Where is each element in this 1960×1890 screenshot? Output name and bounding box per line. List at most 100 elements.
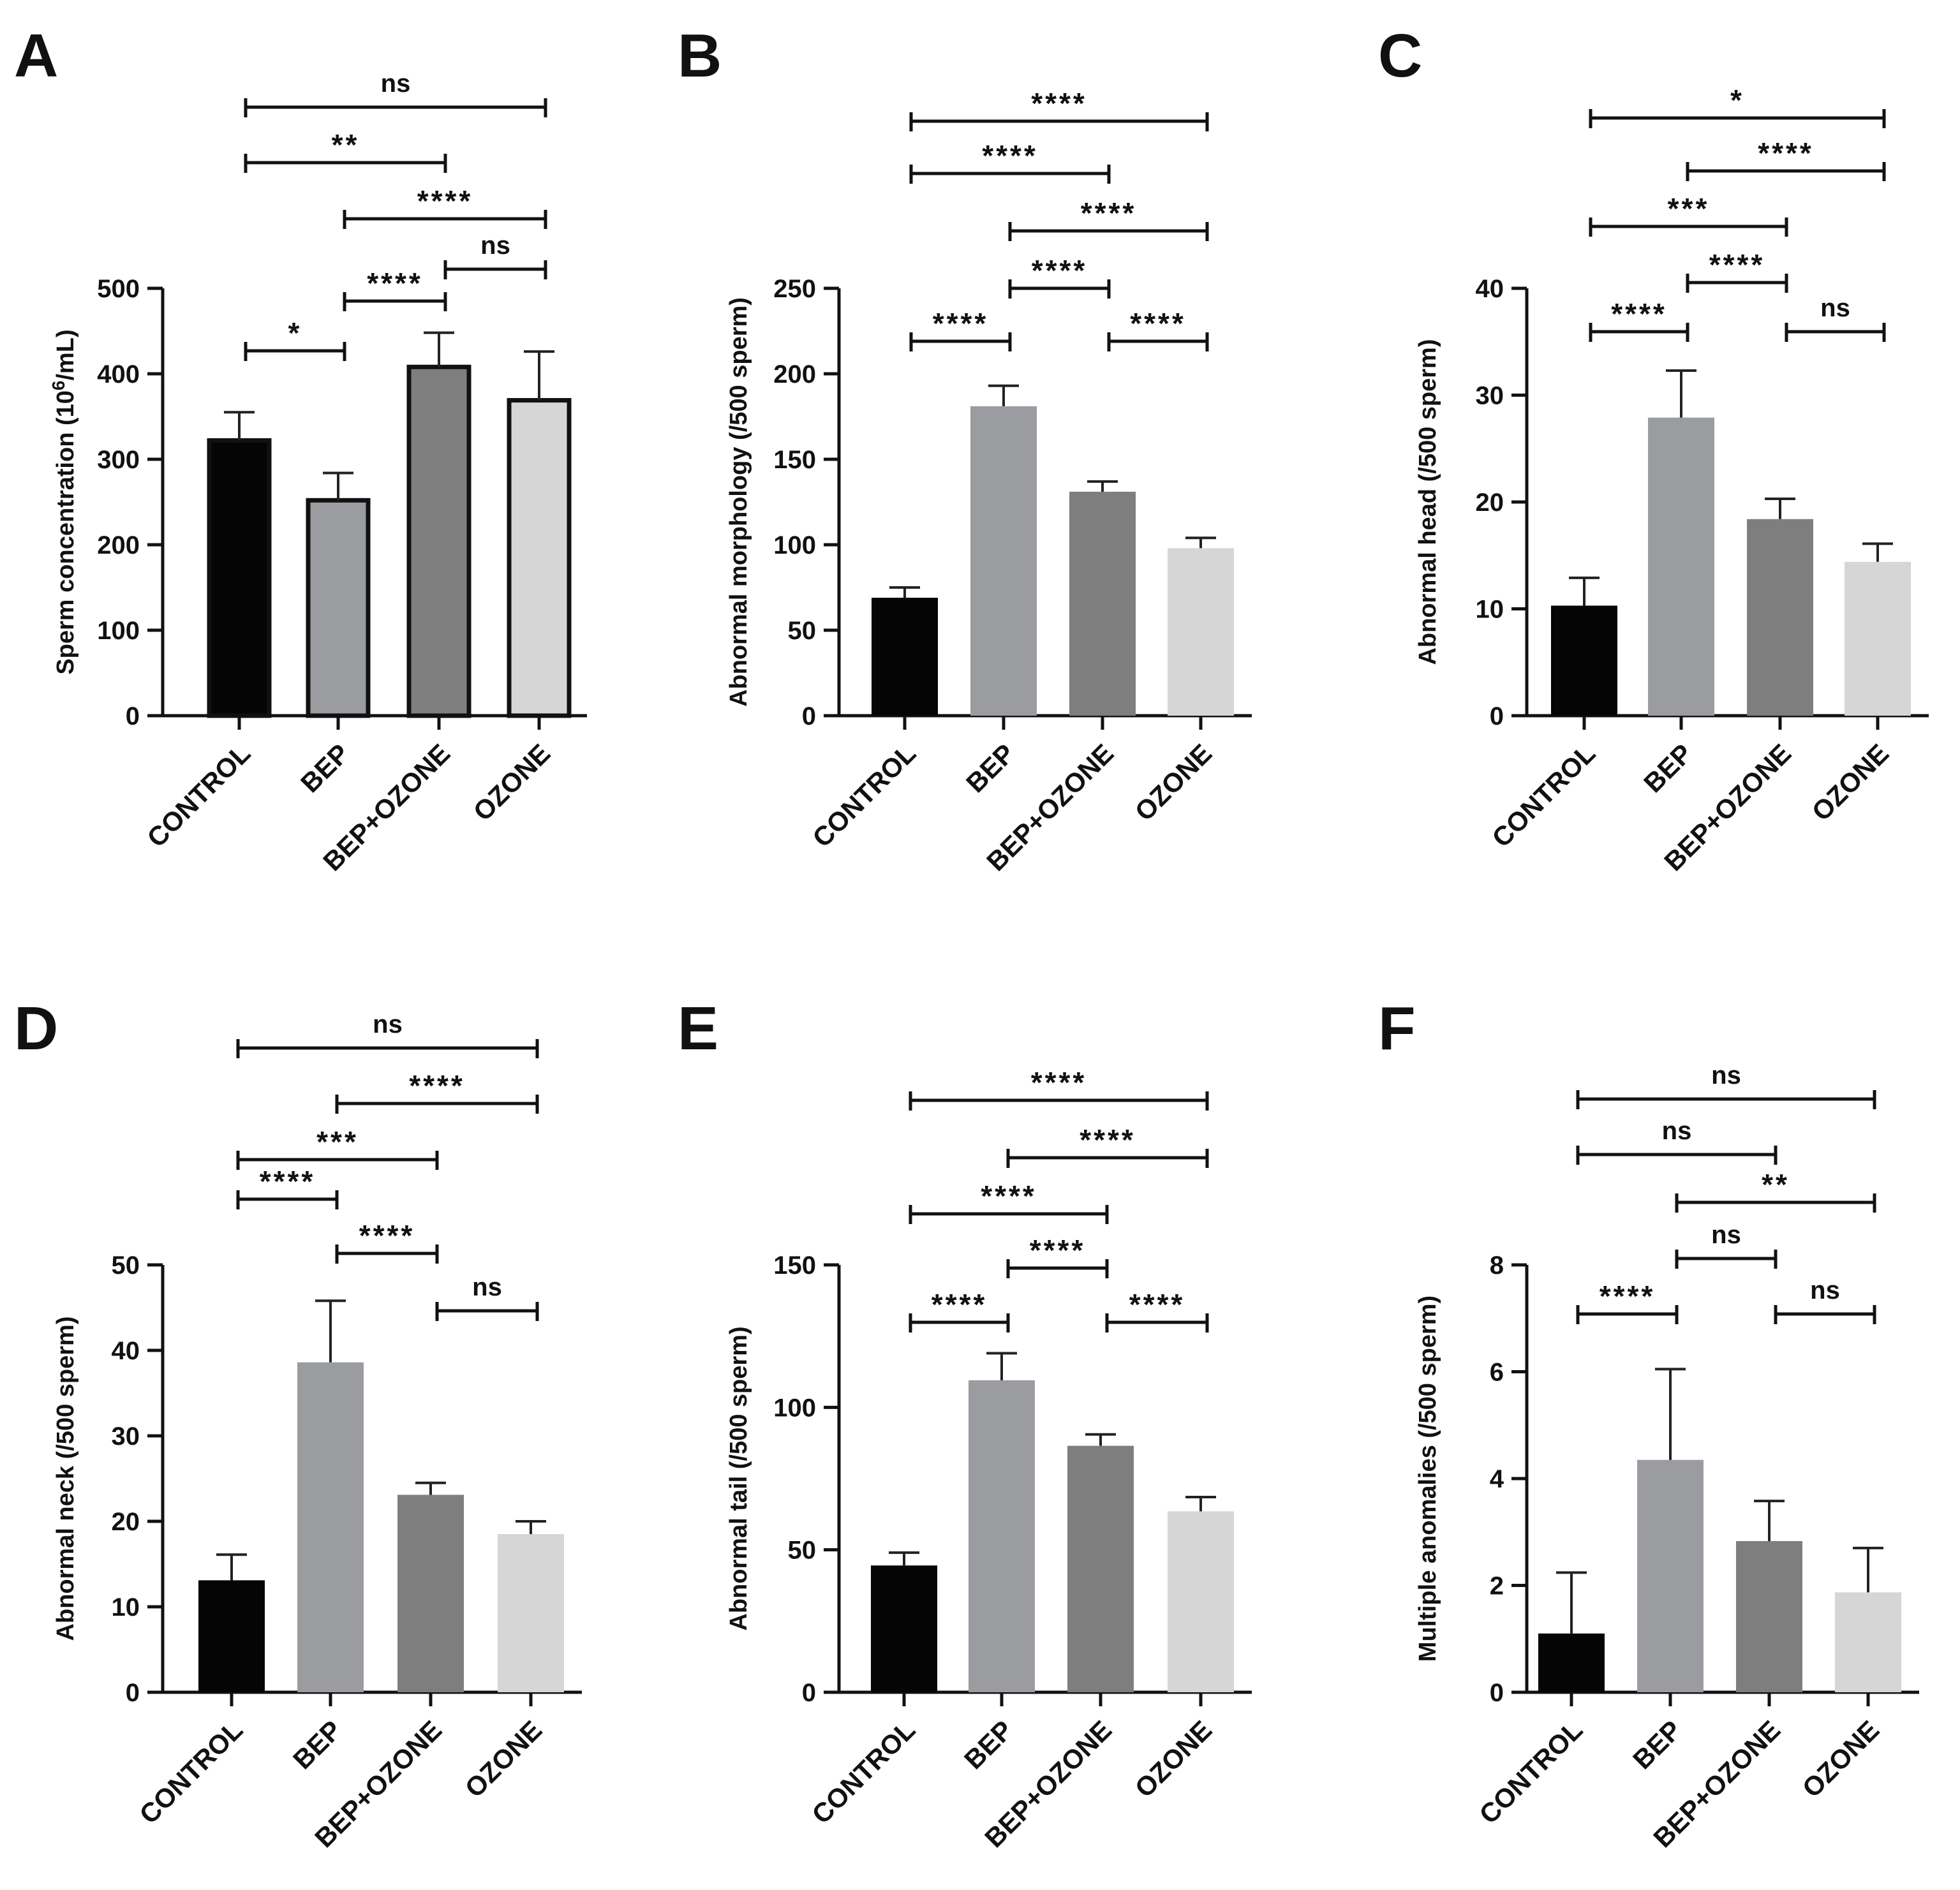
significance-label: ns	[1820, 294, 1850, 322]
y-axis-title: Abnormal neck (/500 sperm)	[52, 1317, 79, 1641]
significance-label: ns	[1810, 1276, 1840, 1304]
panel-letter: A	[14, 22, 58, 90]
x-tick-label: OZONE	[1806, 738, 1895, 827]
y-tick-label: 30	[1476, 382, 1504, 410]
panel-letter: D	[14, 994, 58, 1063]
y-axis-title: Sperm concentration (106/mL)	[48, 329, 79, 674]
y-tick-label: 2	[1490, 1572, 1504, 1600]
y-tick-label: 0	[802, 702, 816, 730]
panel-c: C 0 10 20 30 40 Abnormal head (/500 sperm) CONT…	[1378, 22, 1929, 876]
significance-label: ****	[982, 139, 1038, 172]
significance-label: ****	[1081, 196, 1137, 230]
significance-label: ns	[1711, 1061, 1741, 1089]
significance-label: ****	[1032, 254, 1088, 287]
significance-label: ****	[1600, 1280, 1656, 1313]
y-tick-label: 150	[773, 1251, 816, 1280]
x-tick-label: CONTROL	[806, 1715, 921, 1829]
significance-label: ***	[316, 1125, 359, 1158]
bar-bep-plus-ozone	[1736, 1540, 1802, 1692]
y-tick-label: 300	[97, 446, 140, 474]
y-axis-title: Abnormal head (/500 sperm)	[1414, 339, 1441, 665]
significance-label: ****	[1080, 1123, 1136, 1156]
y-tick-label: 20	[112, 1508, 140, 1536]
y-tick-label: 40	[112, 1337, 140, 1365]
significance-label: *	[1730, 84, 1744, 117]
panel-a: A 0 100 200 300 400 500 Sperm concentration (10…	[14, 22, 587, 876]
y-tick-label: 50	[788, 617, 817, 645]
significance-label: ****	[367, 267, 423, 300]
bar-bep	[297, 1362, 364, 1692]
significance-label: ****	[1709, 248, 1765, 281]
x-tick-label: OZONE	[459, 1715, 548, 1803]
bar-bep-plus-ozone	[397, 1495, 464, 1692]
significance-label: ****	[1031, 1066, 1087, 1099]
bar-bep	[969, 1380, 1035, 1692]
significance-label: ns	[381, 70, 411, 98]
y-axis-title: Abnormal morphology (/500 sperm)	[725, 297, 752, 707]
y-tick-label: 0	[126, 1679, 140, 1707]
significance-label: **	[332, 128, 360, 161]
significance-label: ***	[1668, 192, 1710, 225]
bar-control	[1551, 605, 1617, 716]
y-tick-label: 10	[112, 1593, 140, 1621]
panel-letter: E	[678, 994, 718, 1063]
significance-label: ns	[1662, 1117, 1692, 1145]
y-tick-label: 100	[773, 1394, 816, 1422]
y-tick-label: 30	[112, 1422, 140, 1451]
bar-bep-plus-ozone	[406, 364, 471, 718]
y-tick-label: 40	[1476, 275, 1504, 303]
x-tick-label: BEP	[295, 738, 355, 798]
y-tick-label: 8	[1490, 1251, 1504, 1280]
x-tick-label: OZONE	[1129, 1715, 1218, 1803]
significance-label: ****	[1130, 307, 1186, 340]
x-tick-label: CONTROL	[1486, 738, 1601, 853]
panel-letter: F	[1378, 994, 1416, 1063]
bar-bep	[970, 406, 1037, 716]
y-tick-label: 0	[802, 1679, 816, 1707]
significance-label: ****	[981, 1179, 1037, 1213]
significance-label: ****	[1129, 1288, 1185, 1321]
bar-bep-plus-ozone	[1747, 519, 1813, 716]
x-tick-label: CONTROL	[133, 1715, 248, 1829]
significance-label: ****	[260, 1165, 316, 1198]
bar-bep-plus-ozone	[1067, 1445, 1134, 1692]
x-tick-label: OZONE	[1797, 1715, 1885, 1803]
bar-ozone	[1845, 561, 1911, 716]
significance-label: ****	[1611, 297, 1667, 330]
bar-bep	[306, 498, 371, 718]
panel-letter: C	[1378, 22, 1422, 90]
y-tick-label: 250	[773, 275, 816, 303]
significance-label: ns	[480, 232, 510, 260]
significance-label: ****	[933, 307, 989, 340]
bar-ozone	[1168, 1511, 1234, 1692]
bar-ozone	[1835, 1592, 1901, 1692]
bar-ozone	[498, 1534, 564, 1692]
y-tick-label: 4	[1490, 1465, 1504, 1493]
significance-label: ns	[373, 1010, 403, 1038]
y-tick-label: 50	[788, 1537, 817, 1565]
significance-label: ****	[1758, 137, 1814, 170]
y-tick-label: 20	[1476, 489, 1504, 517]
x-tick-label: BEP	[1627, 1715, 1687, 1775]
y-tick-label: 400	[97, 360, 140, 388]
y-tick-label: 150	[773, 446, 816, 474]
significance-label: ns	[1711, 1221, 1741, 1249]
significance-label: **	[1762, 1168, 1790, 1201]
x-tick-label: CONTROL	[141, 738, 256, 853]
y-axis-title: Multiple anomalies (/500 sperm)	[1414, 1296, 1441, 1662]
significance-label: ****	[359, 1219, 415, 1252]
y-tick-label: 500	[97, 275, 140, 303]
significance-label: ****	[409, 1069, 465, 1102]
x-tick-label: OZONE	[1129, 738, 1218, 827]
y-axis-title: Abnormal tail (/500 sperm)	[725, 1326, 752, 1630]
bar-control	[198, 1580, 265, 1692]
significance-label: ****	[932, 1288, 988, 1321]
y-tick-label: 0	[126, 702, 140, 730]
panel-b: B 0 50 100 150 200 250 Abnormal morphology (/50…	[678, 22, 1252, 876]
panel-e: E 0 50 100 150 Abnormal tail (/500 sperm) CONT…	[678, 994, 1252, 1853]
y-tick-label: 0	[1490, 1679, 1504, 1707]
significance-label: ****	[417, 184, 473, 218]
significance-label: *	[288, 316, 302, 350]
y-tick-label: 50	[112, 1251, 140, 1280]
x-tick-label: BEP	[960, 738, 1020, 798]
